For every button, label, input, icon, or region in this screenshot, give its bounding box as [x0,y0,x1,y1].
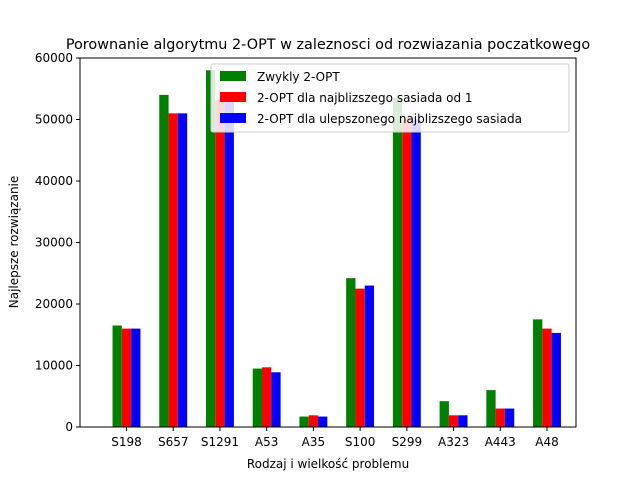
legend: Zwykly 2-OPT 2-OPT dla najblizszego sasia… [210,63,570,133]
bar-a443-series-2 [495,408,505,427]
legend-label-series-1: Zwykly 2-OPT [257,70,340,84]
bar-a35-series-2 [308,415,319,427]
bar-s198-series-3 [131,328,141,427]
legend-label-series-2: 2-OPT dla najblizszego sasiada od 1 [257,91,473,105]
x-tick-label: S657 [158,435,189,449]
bar-s1291-series-1 [205,70,216,428]
bar-a35-series-1 [299,416,309,427]
bar-a53-series-1 [252,368,263,427]
bar-s1291-series-2 [215,99,225,427]
y-tick-label: 50000 [35,113,73,127]
bar-a443-series-3 [504,408,515,427]
x-tick-label: S198 [111,435,142,449]
bar-a48-series-2 [542,328,552,427]
legend-label-series-3: 2-OPT dla ulepszonego najblizszego sasia… [257,112,522,126]
bars-layer [112,70,561,428]
y-tick-label: 60000 [35,51,73,65]
bar-s299-series-2 [402,119,412,427]
x-tick-label: S100 [345,435,376,449]
x-tick-label: A323 [438,435,469,449]
bar-s657-series-3 [177,113,188,427]
bar-s100-series-3 [364,285,375,427]
bar-a48-series-3 [551,332,561,427]
bar-s299-series-1 [392,97,403,427]
y-tick-label: 10000 [35,359,73,373]
legend-swatch-series-1 [220,71,246,81]
bar-s100-series-2 [355,288,365,427]
bar-s657-series-2 [168,113,178,427]
bar-s100-series-1 [346,278,356,427]
bar-a323-series-2 [448,415,459,427]
bar-a53-series-3 [271,372,281,427]
bar-s1291-series-3 [224,99,234,427]
legend-swatch-series-3 [220,113,246,123]
x-tick-label: S299 [392,435,423,449]
x-tick-label: A35 [302,435,325,449]
bar-a443-series-1 [486,390,496,427]
x-tick-label: S1291 [201,435,239,449]
x-axis-label: Rodzaj i wielkość problemu [247,457,409,471]
y-tick-label: 40000 [35,174,73,188]
bar-a48-series-1 [533,319,543,427]
bar-a53-series-2 [262,367,272,427]
bar-s657-series-1 [159,94,169,428]
bar-s198-series-1 [112,325,122,427]
bar-s198-series-2 [121,328,132,427]
y-tick-label: 0 [65,420,73,434]
x-tick-label: A53 [255,435,278,449]
y-tick-label: 20000 [35,297,73,311]
bar-a323-series-1 [439,401,449,427]
x-tick-label: A443 [485,435,516,449]
y-tick-label: 30000 [35,236,73,250]
legend-swatch-series-2 [220,92,246,102]
legend-box [210,63,570,133]
y-axis: 0 10000 20000 30000 40000 50000 60000 [35,51,80,434]
x-axis: S198 S657 S1291 A53 A35 S100 S299 A323 A443 A48 [111,427,559,449]
bar-a323-series-3 [458,415,468,427]
bar-s299-series-3 [411,119,421,427]
chart-title: Porownanie algorytmu 2-OPT w zaleznosci … [66,37,591,53]
bar-a35-series-3 [318,416,328,427]
x-tick-label: A48 [535,435,558,449]
y-axis-label: Najlepsze rozwiązanie [7,176,21,309]
